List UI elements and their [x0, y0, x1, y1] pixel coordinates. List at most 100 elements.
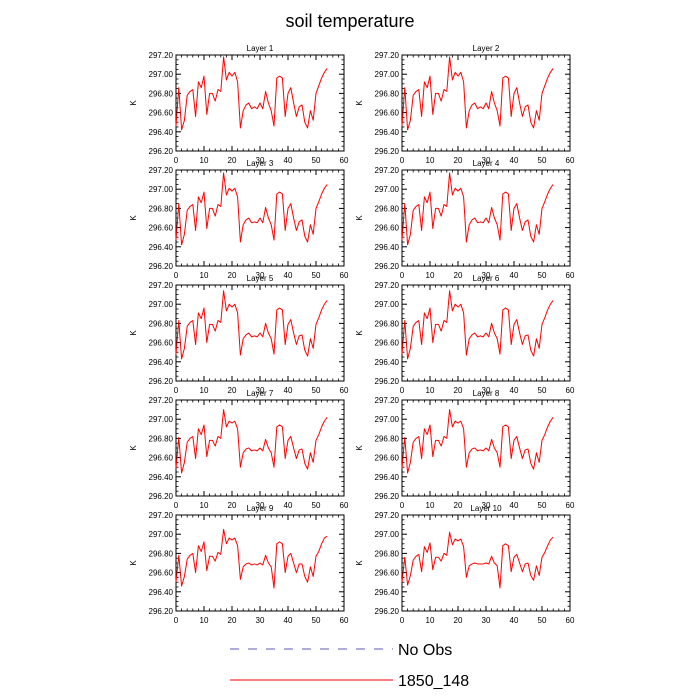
y-tick-label: 296.20	[375, 492, 400, 501]
x-tick-label: 10	[426, 616, 435, 625]
y-tick-label: 296.60	[149, 109, 174, 118]
panel-layer-4: Layer 4 K 296.20 296.40 296.60 296.80 297.00 29…	[355, 159, 575, 280]
series-line-1850-148	[401, 409, 554, 474]
y-tick-label: 296.80	[149, 434, 174, 443]
y-tick-label: 296.20	[149, 147, 174, 156]
y-tick-label: 296.40	[375, 358, 400, 367]
y-axis-label: K	[129, 445, 138, 451]
x-tick-label: 40	[284, 501, 293, 510]
y-tick-label: 296.20	[149, 262, 174, 271]
y-tick-label: 297.20	[149, 396, 174, 405]
y-tick-label: 296.60	[149, 569, 174, 578]
x-tick-label: 60	[566, 616, 575, 625]
x-tick-label: 30	[256, 386, 265, 395]
y-tick-label: 296.40	[149, 358, 174, 367]
x-tick-label: 0	[400, 271, 405, 280]
panel-title: Layer 9	[247, 504, 274, 513]
y-tick-label: 296.60	[149, 339, 174, 348]
x-tick-label: 40	[510, 271, 519, 280]
panel-title: Layer 8	[473, 389, 500, 398]
y-axis-label: K	[355, 560, 364, 566]
x-tick-label: 0	[174, 156, 179, 165]
y-tick-label: 296.80	[375, 319, 400, 328]
y-tick-label: 296.60	[375, 109, 400, 118]
x-tick-label: 60	[566, 501, 575, 510]
x-tick-label: 30	[482, 616, 491, 625]
y-tick-label: 296.20	[149, 377, 174, 386]
y-tick-label: 297.00	[149, 185, 174, 194]
y-tick-label: 296.80	[375, 549, 400, 558]
y-tick-label: 297.20	[149, 51, 174, 60]
y-tick-label: 297.20	[375, 166, 400, 175]
x-tick-label: 30	[256, 156, 265, 165]
panel-title: Layer 5	[247, 274, 274, 283]
y-tick-label: 296.20	[375, 147, 400, 156]
x-tick-label: 20	[454, 501, 463, 510]
y-tick-label: 297.20	[149, 511, 174, 520]
y-tick-label: 296.60	[149, 454, 174, 463]
panel-title: Layer 4	[473, 159, 500, 168]
x-tick-label: 0	[400, 616, 405, 625]
x-tick-label: 30	[482, 271, 491, 280]
x-tick-label: 0	[174, 271, 179, 280]
y-axis-label: K	[129, 215, 138, 221]
y-tick-label: 296.40	[149, 473, 174, 482]
x-tick-label: 10	[426, 156, 435, 165]
panel-layer-7: Layer 7 K 296.20 296.40 296.60 296.80 297.00 29…	[129, 389, 349, 510]
x-tick-label: 20	[228, 616, 237, 625]
legend: No Obs 1850_148	[230, 642, 469, 690]
y-tick-label: 297.20	[375, 281, 400, 290]
panel-layer-5: Layer 5 K 296.20 296.40 296.60 296.80 297.00 29…	[129, 274, 349, 395]
x-tick-label: 50	[312, 616, 321, 625]
x-tick-label: 20	[228, 501, 237, 510]
y-tick-label: 296.60	[375, 569, 400, 578]
x-tick-label: 60	[340, 386, 349, 395]
x-tick-label: 0	[400, 156, 405, 165]
x-tick-label: 60	[340, 271, 349, 280]
x-tick-label: 20	[454, 271, 463, 280]
panel-layer-1: Layer 1 K 296.20 296.40 296.60 296.80 297.00 29…	[129, 44, 349, 165]
x-tick-label: 10	[200, 501, 209, 510]
x-tick-label: 50	[538, 386, 547, 395]
y-tick-label: 296.40	[149, 128, 174, 137]
x-tick-label: 50	[312, 501, 321, 510]
y-tick-label: 297.00	[375, 300, 400, 309]
x-tick-label: 30	[256, 271, 265, 280]
y-tick-label: 296.60	[375, 339, 400, 348]
y-tick-label: 297.20	[149, 281, 174, 290]
x-tick-label: 40	[284, 156, 293, 165]
x-tick-label: 60	[340, 501, 349, 510]
x-tick-label: 40	[284, 271, 293, 280]
panel-layer-2: Layer 2 K 296.20 296.40 296.60 296.80 297.00 29…	[355, 44, 575, 165]
x-tick-label: 40	[284, 616, 293, 625]
y-tick-label: 296.20	[375, 262, 400, 271]
x-tick-label: 30	[482, 501, 491, 510]
x-tick-label: 50	[538, 271, 547, 280]
panel-layer-9: Layer 9 K 296.20 296.40 296.60 296.80 297.00 29…	[129, 504, 349, 625]
x-tick-label: 20	[228, 386, 237, 395]
x-tick-label: 50	[538, 501, 547, 510]
panel-layer-8: Layer 8 K 296.20 296.40 296.60 296.80 297.00 29…	[355, 389, 575, 510]
y-tick-label: 296.20	[149, 492, 174, 501]
series-line-1850-148	[175, 56, 328, 131]
x-tick-label: 0	[174, 386, 179, 395]
panel-grid: Layer 1 K 296.20 296.40 296.60 296.80 297.00 29…	[129, 44, 575, 625]
y-tick-label: 296.20	[375, 607, 400, 616]
y-tick-label: 296.80	[375, 204, 400, 213]
y-tick-label: 297.20	[149, 166, 174, 175]
series-line-1850-148	[175, 172, 328, 246]
series-line-1850-148	[401, 290, 554, 360]
panel-title: Layer 3	[247, 159, 274, 168]
figure-title: soil temperature	[285, 11, 414, 31]
x-tick-label: 10	[200, 271, 209, 280]
panel-layer-10: Layer 10 K 296.20 296.40 296.60 296.80 297.00 2…	[355, 504, 575, 625]
panel-layer-3: Layer 3 K 296.20 296.40 296.60 296.80 297.00 29…	[129, 159, 349, 280]
x-tick-label: 10	[200, 616, 209, 625]
x-tick-label: 40	[284, 386, 293, 395]
x-tick-label: 10	[426, 271, 435, 280]
y-tick-label: 296.80	[149, 549, 174, 558]
y-tick-label: 297.00	[375, 530, 400, 539]
y-axis-label: K	[355, 215, 364, 221]
x-tick-label: 40	[510, 386, 519, 395]
